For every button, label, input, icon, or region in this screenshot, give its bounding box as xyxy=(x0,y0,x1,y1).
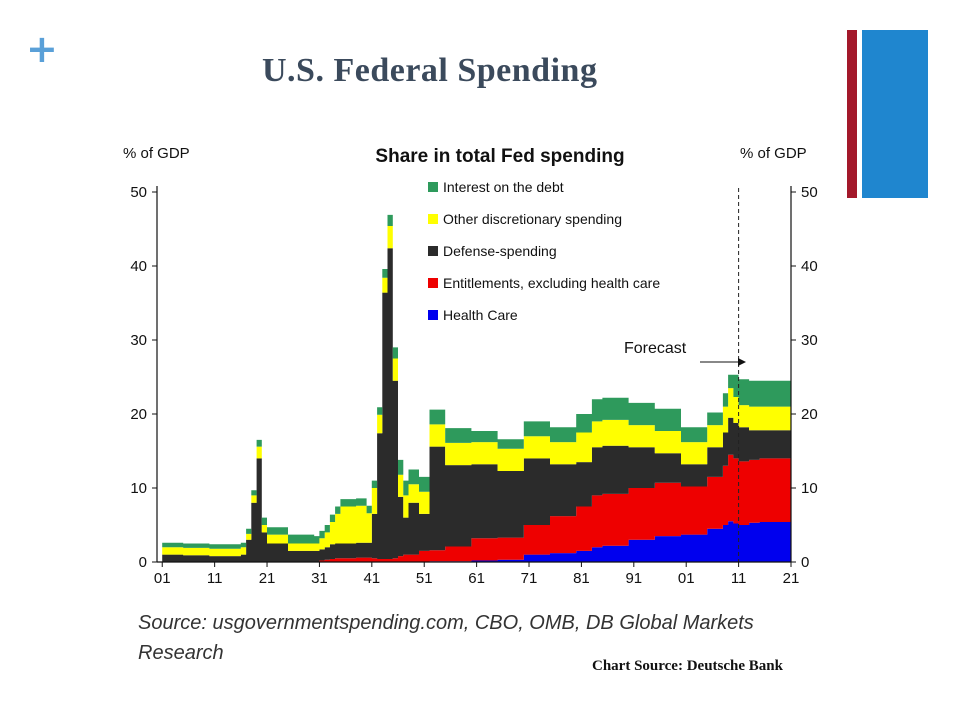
decor-blue-block xyxy=(862,30,928,198)
xtick-label-9: 91 xyxy=(625,570,642,587)
ytick-label-right-2: 20 xyxy=(801,406,818,423)
legend-swatch-0 xyxy=(428,182,438,192)
xtick-label-12: 21 xyxy=(783,570,800,587)
forecast-arrow-head xyxy=(738,358,746,366)
xtick-label-7: 71 xyxy=(521,570,538,587)
ylabel-left: % of GDP xyxy=(123,145,190,162)
legend-swatch-3 xyxy=(428,278,438,288)
legend-label-2: Defense-spending xyxy=(443,243,557,259)
legend-swatch-4 xyxy=(428,310,438,320)
xtick-label-3: 31 xyxy=(311,570,328,587)
area-series-1 xyxy=(162,454,791,562)
legend-swatch-2 xyxy=(428,246,438,256)
ytick-label-left-5: 50 xyxy=(130,184,147,201)
ytick-label-left-1: 10 xyxy=(130,480,147,497)
slide-title: U.S. Federal Spending xyxy=(262,52,598,89)
ytick-label-right-3: 30 xyxy=(801,332,818,349)
ytick-label-right-0: 0 xyxy=(801,554,809,571)
legend-label-4: Health Care xyxy=(443,307,518,323)
ytick-label-right-5: 50 xyxy=(801,184,818,201)
legend-label-1: Other discretionary spending xyxy=(443,211,622,227)
xtick-label-5: 51 xyxy=(416,570,433,587)
ytick-label-left-4: 40 xyxy=(130,258,147,275)
xtick-label-6: 61 xyxy=(468,570,485,587)
xtick-label-2: 21 xyxy=(259,570,276,587)
forecast-annotation: Forecast xyxy=(624,340,687,357)
xtick-label-0: 01 xyxy=(154,570,171,587)
chart-source: Chart Source: Deutsche Bank xyxy=(592,658,783,674)
ytick-label-left-2: 20 xyxy=(130,406,147,423)
chart-title: Share in total Fed spending xyxy=(375,146,624,167)
decor-red-bar xyxy=(847,30,857,198)
xtick-label-1: 11 xyxy=(207,570,223,587)
source-note: Source: usgovernmentspending.com, CBO, O… xyxy=(138,612,754,664)
plus-mark: + xyxy=(26,27,58,71)
xtick-label-10: 01 xyxy=(678,570,695,587)
ytick-label-right-4: 40 xyxy=(801,258,818,275)
legend-swatch-1 xyxy=(428,214,438,224)
ytick-label-left-3: 30 xyxy=(130,332,147,349)
xtick-label-8: 81 xyxy=(573,570,590,587)
ytick-label-right-1: 10 xyxy=(801,480,818,497)
ytick-label-left-0: 0 xyxy=(139,554,147,571)
ylabel-right: % of GDP xyxy=(740,145,807,162)
xtick-label-11: 11 xyxy=(731,570,747,587)
area-series-0 xyxy=(162,519,791,562)
area-series-2 xyxy=(162,248,791,562)
legend-label-3: Entitlements, excluding health care xyxy=(443,275,660,291)
legend-label-0: Interest on the debt xyxy=(443,179,564,195)
xtick-label-4: 41 xyxy=(363,570,380,587)
chart-legend: Interest on the debt Other discretionary … xyxy=(428,179,660,323)
chart-areas xyxy=(162,214,791,562)
